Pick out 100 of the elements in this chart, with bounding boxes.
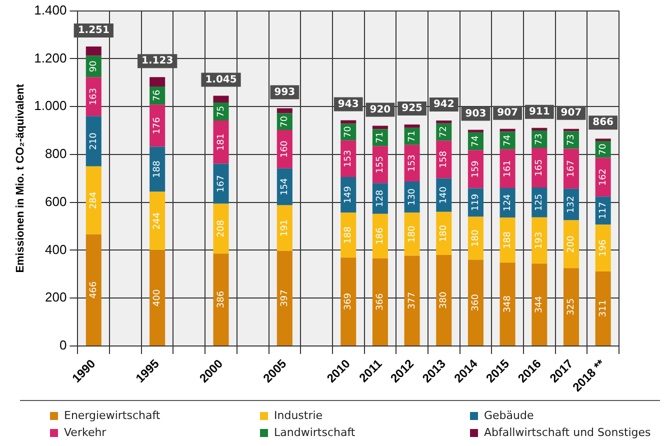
legend-label: Energiewirtschaft [64,409,160,422]
bar [595,138,611,142]
bar [213,164,229,204]
data-label: 193 [534,232,545,250]
data-label: 284 [88,192,99,210]
bar [404,144,420,182]
bar [563,220,579,268]
bar [86,116,102,166]
data-label: 369 [344,292,354,310]
total-label: 907 [497,107,518,118]
data-label: 191 [280,219,290,237]
data-label: 188 [502,231,513,249]
data-label: 140 [439,186,450,204]
data-label: 181 [216,134,226,151]
data-label: 72 [439,126,450,138]
data-label: 380 [439,291,450,309]
data-label: 180 [407,225,418,243]
bar [86,46,102,56]
y-tick-label: 1.400 [34,2,67,18]
data-label: 70 [344,126,354,138]
total-label: 942 [433,99,454,110]
bar [86,77,102,116]
data-label: 128 [376,190,386,208]
total-label: 1.123 [142,56,174,67]
data-label: 188 [344,226,354,244]
bar [404,212,420,256]
bar [340,120,356,124]
bar [500,262,516,346]
data-label: 90 [88,60,99,72]
data-label: 400 [152,288,163,306]
data-label: 75 [216,106,226,118]
bar [595,196,611,225]
bar [150,146,166,192]
data-label: 176 [152,116,163,134]
bar [276,168,292,206]
bar [595,158,611,197]
data-label: 155 [376,156,386,174]
data-label: 180 [471,229,482,247]
bar [372,146,388,184]
data-label: 208 [216,220,226,238]
data-label: 386 [216,290,226,308]
bar [436,120,452,124]
bar [532,128,548,131]
bar [404,124,420,128]
data-label: 162 [598,168,608,186]
total-label: 1.045 [205,74,237,86]
bar [86,166,102,234]
bar [563,188,579,220]
legend-label: Landwirtschaft [274,426,356,439]
bar [213,120,229,164]
data-label: 117 [598,202,608,220]
bar [595,272,611,346]
bar [404,256,420,346]
data-label: 160 [280,140,290,158]
y-tick-label: 800 [45,146,67,162]
bar [468,216,484,260]
data-label: 196 [598,239,608,257]
data-label: 73 [534,134,545,145]
total-label: 866 [592,117,614,128]
data-label: 466 [88,281,99,299]
data-label: 132 [566,196,577,214]
data-label: 244 [152,212,163,230]
data-label: 325 [566,298,577,316]
bar [500,218,516,263]
data-label: 161 [502,160,513,178]
data-label: 71 [376,132,386,144]
data-label: 70 [598,143,608,156]
bar [468,150,484,188]
bar [436,140,452,178]
bar [340,140,356,177]
total-label: 993 [274,86,296,98]
data-label: 73 [566,134,577,146]
data-label: 311 [598,300,608,318]
bar [372,126,388,130]
bar [595,224,611,272]
data-label: 188 [152,160,163,178]
data-label: 360 [471,294,482,312]
data-label: 153 [407,154,418,172]
data-label: 154 [280,178,290,196]
bar [213,204,229,254]
bar [532,217,548,264]
total-label: 903 [465,108,486,120]
bar [563,268,579,346]
data-label: 159 [471,160,482,178]
bar [340,258,356,346]
bar [213,102,229,120]
total-label: 925 [402,103,423,114]
bar [276,108,292,114]
bar [468,130,484,132]
bar [150,104,166,147]
y-tick-label: 1.200 [34,50,67,66]
data-label: 70 [280,116,290,128]
data-label: 167 [566,160,577,178]
data-label: 125 [534,194,545,212]
bar [372,258,388,346]
legend-label: Gebäude [484,409,534,422]
data-label: 130 [407,188,418,206]
bar [213,96,229,102]
bar [436,212,452,255]
y-axis-title: Emissionen in Mio. t CO₂-äquivalent [14,84,27,273]
